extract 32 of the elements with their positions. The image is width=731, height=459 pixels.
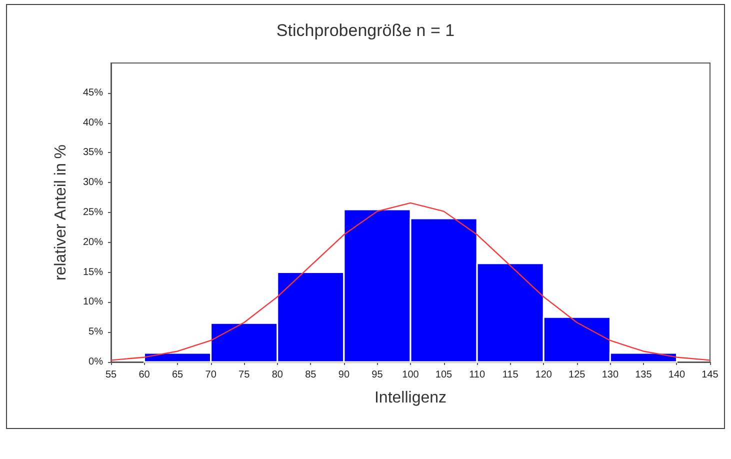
chart-title: Stichprobengröße n = 1 [276,21,455,40]
x-tick-label: 140 [668,370,686,380]
x-tick-label: 120 [535,370,552,380]
x-tick-label: 100 [402,370,420,380]
y-tick-label: 35% [82,147,104,158]
x-tick-label: 95 [372,370,384,380]
y-tick-label: 40% [82,117,104,128]
x-tick-label: 135 [635,370,652,380]
x-tick-label: 55 [105,370,117,380]
x-tick-label: 90 [338,370,350,380]
x-tick-label: 85 [305,370,317,380]
y-tick-label: 5% [88,326,104,338]
x-tick-label: 110 [469,370,486,380]
x-tick-label: 70 [205,370,217,380]
y-axis-title: relativer Anteil in % [52,144,70,281]
y-tick-label: 25% [82,207,104,218]
x-tick-label: 115 [502,370,519,380]
x-tick-label: 65 [172,370,184,380]
x-tick-label: 80 [272,370,284,380]
x-tick-label: 60 [138,370,150,380]
x-tick-label: 75 [238,370,250,380]
x-tick-label: 130 [602,370,619,380]
x-tick-label: 125 [568,370,586,380]
y-tick-label: 30% [82,177,104,188]
x-tick-label: 105 [435,370,453,380]
y-tick-label: 45% [82,87,104,98]
y-tick-label: 20% [82,236,104,248]
y-tick-label: 0% [88,356,104,368]
x-tick-label: 145 [702,370,719,380]
x-axis-title: Intelligenz [374,390,447,406]
y-tick-label: 15% [82,266,104,278]
y-tick-label: 10% [82,296,104,308]
